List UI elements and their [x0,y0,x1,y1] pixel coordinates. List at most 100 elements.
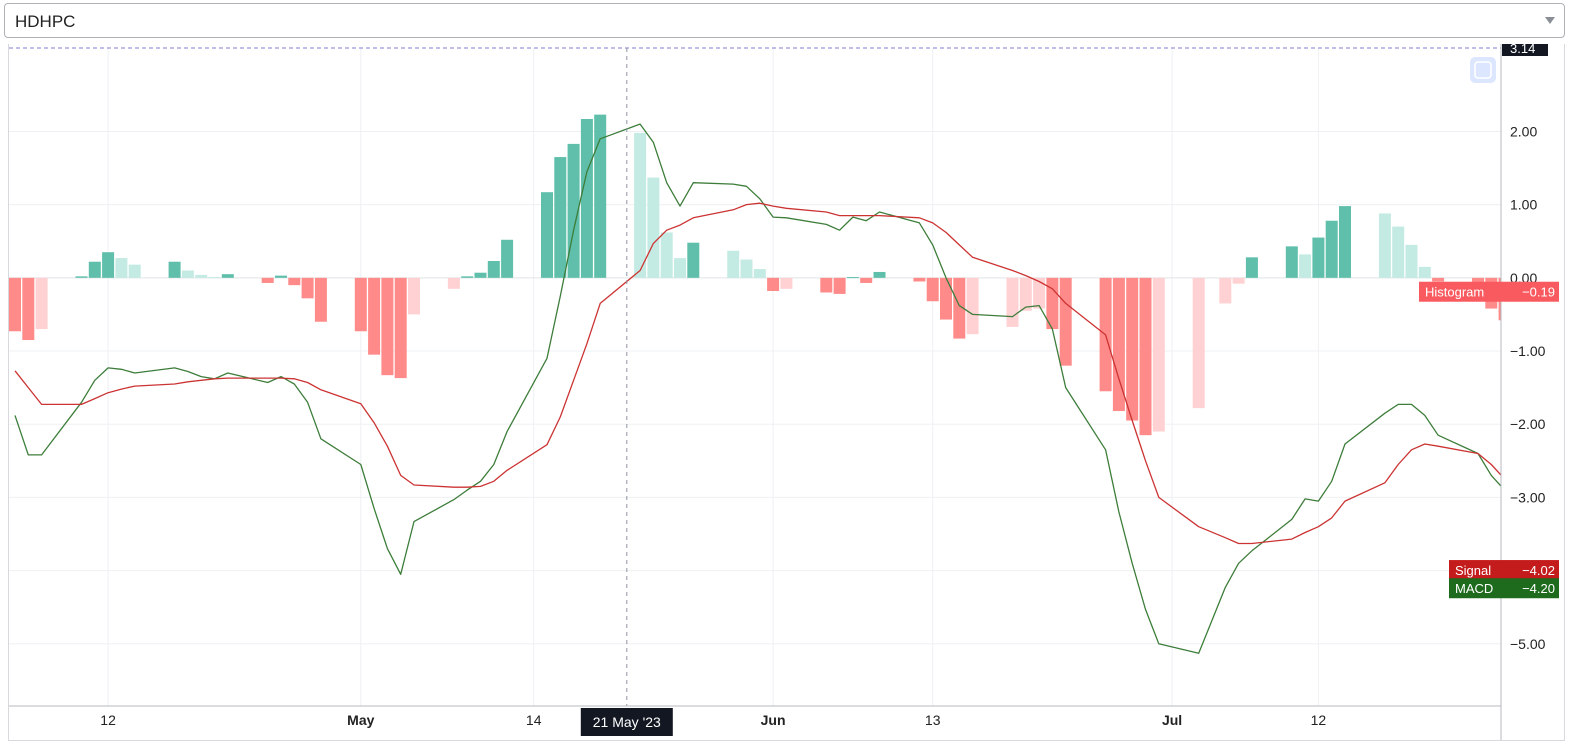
histogram-bar [926,277,939,302]
histogram-bar [554,157,567,278]
y-tick-label: 1.00 [1510,197,1537,213]
histogram-bar [1006,277,1019,327]
chevron-down-icon [1545,17,1555,24]
histogram-bar [394,277,407,379]
histogram-bar [1339,206,1351,278]
chart-lines [14,123,1585,654]
series-badge-value: −0.19 [1522,285,1555,300]
histogram-bar [1046,277,1059,330]
screenshot-button[interactable] [1470,57,1496,83]
histogram-bar [966,277,979,335]
x-tick-label: 12 [100,712,116,728]
x-tick-label: Jun [761,712,786,728]
histogram-bar [1245,257,1258,278]
histogram-bar [1126,277,1139,421]
y-tick-label: −5.00 [1510,636,1546,652]
series-badge [1449,560,1559,581]
macd-chart-panel[interactable]: 2.001.000.00−1.00−2.00−3.00−4.00−5.003.1… [8,36,1585,741]
x-tick-label: 13 [925,712,941,728]
histogram-bar [660,232,673,278]
crosshair-date-badge [580,708,673,736]
price-axis[interactable]: 2.001.000.00−1.00−2.00−3.00−4.00−5.003.1… [1500,36,1564,740]
histogram-bar [833,277,846,294]
histogram-bar [35,277,48,330]
histogram-bar [75,276,88,278]
histogram-bar [1192,277,1205,409]
histogram-bar [634,132,647,278]
histogram-bar [354,277,367,332]
histogram-bar [1325,220,1338,278]
histogram-bar [913,277,926,282]
histogram-bar [1312,237,1325,278]
histogram-bar [1432,277,1445,282]
histogram-bar [674,258,686,278]
histogram-bar [88,261,101,278]
histogram-bar [181,270,194,278]
histogram-bar [102,252,115,278]
series-badge [1449,578,1559,599]
symbol-select-value: HDHPC [15,12,76,31]
histogram-bar [1299,254,1312,278]
histogram-bar [541,192,553,278]
histogram-bar [128,264,141,278]
camera-icon [1474,61,1492,79]
histogram-bar [846,277,859,279]
histogram-bar [740,259,753,278]
histogram-bar [687,242,700,278]
x-tick-label: Jul [1162,712,1182,728]
x-tick-label: 14 [526,712,542,728]
histogram-bar [461,276,474,278]
histogram-bar [873,271,886,278]
histogram-bar [780,277,793,289]
histogram-bar [288,277,301,286]
histogram-bar [1405,244,1418,278]
histogram-bar [487,260,500,278]
y-tick-label: −2.00 [1510,416,1546,432]
histogram-bar [261,277,274,283]
macd-chart[interactable]: 2.001.000.00−1.00−2.00−3.00−4.00−5.003.1… [9,36,1585,740]
histogram-bar [1378,213,1391,278]
histogram-bar [168,261,181,278]
histogram-bar [314,277,327,322]
histogram-bar [767,277,780,291]
histogram-bar [647,177,660,278]
histogram-bar [221,274,234,278]
y-tick-label: 2.00 [1510,123,1537,139]
histogram-bar [1219,277,1232,304]
symbol-select[interactable]: HDHPC [4,3,1565,38]
histogram-bar [580,118,593,278]
histogram-bar [860,277,873,283]
signal-line [14,202,1585,545]
histogram-bar [940,277,952,320]
histogram-bar [408,277,420,315]
crosshair-date-label: 21 May '23 [593,714,661,730]
histogram-bar [727,250,740,278]
histogram-bar [22,277,35,341]
histogram-bar [447,277,460,289]
y-tick-label: −1.00 [1510,343,1546,359]
histogram-bar [501,239,514,278]
histogram-bar [594,114,607,278]
histogram-bar [115,258,128,278]
histogram-bar [368,277,381,355]
histogram-bar [9,277,21,332]
series-badge-name: Signal [1455,563,1491,578]
y-tick-label: −3.00 [1510,489,1546,505]
histogram-bar [208,277,221,279]
series-badge [1419,281,1559,302]
series-badge-value: −4.02 [1522,563,1555,578]
histogram-bar [474,272,487,278]
histogram-bar [1112,277,1125,412]
histogram-bar [1232,277,1245,284]
histogram-bar [753,269,766,278]
histogram-bar [1033,277,1046,309]
histogram-bar [1059,277,1072,366]
series-badge-name: MACD [1455,581,1493,596]
histogram-bar [275,275,287,278]
histogram-bars [9,114,1585,436]
series-badges: Histogram −0.19 Signal −4.02 MACD −4.20 [1419,281,1559,599]
time-axis[interactable]: 12May14Jun13Jul12Aug13Sep1321 May '23 [9,705,1585,736]
histogram-bar [1392,226,1405,278]
histogram-bar [301,277,314,299]
series-badge-value: −4.20 [1522,581,1555,596]
